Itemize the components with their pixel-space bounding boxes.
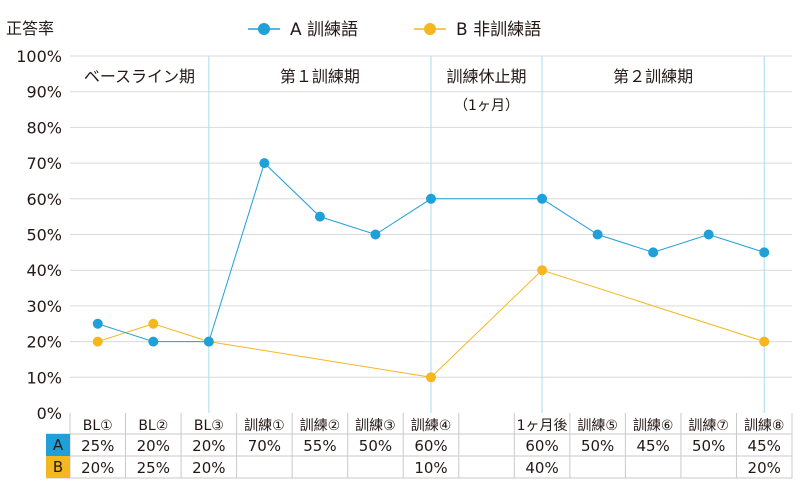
data-label-A: 50% [581, 437, 614, 455]
data-label-B: 20% [81, 459, 114, 477]
data-point-A [537, 193, 548, 204]
x-tick-label: BL③ [194, 418, 224, 434]
x-tick-label: 訓練① [244, 418, 285, 434]
data-point-A [759, 247, 770, 258]
y-tick-label: 20% [26, 333, 62, 352]
series-line-A [97, 162, 765, 343]
data-point-B [537, 265, 548, 276]
legend: A 訓練語 B 非訓練語 [248, 20, 541, 40]
data-point-A [314, 211, 325, 222]
y-tick-label: 100% [16, 47, 62, 66]
data-label-A: 25% [81, 437, 114, 455]
data-point-A [426, 193, 436, 204]
row-header-swatch-A [46, 434, 70, 456]
data-label-A: 20% [137, 437, 170, 455]
data-point-A [203, 336, 214, 347]
data-point-A [259, 158, 270, 169]
data-point-A [92, 318, 103, 329]
row-header-label-B: B [53, 458, 63, 476]
row-header-label-A: A [53, 436, 64, 454]
data-point-A [648, 247, 659, 258]
y-tick-label: 90% [26, 83, 62, 102]
legend-label-B: B 非訓練語 [456, 20, 541, 40]
data-label-A: 45% [636, 437, 669, 455]
y-tick-label: 10% [26, 368, 62, 387]
y-tick-label: 50% [26, 226, 62, 245]
y-tick-label: 30% [26, 297, 62, 316]
data-label-B: 25% [137, 459, 170, 477]
data-point-A [703, 229, 714, 240]
y-tick-label: 0% [37, 404, 62, 423]
data-label-B: 20% [192, 459, 225, 477]
data-point-B [148, 318, 159, 329]
y-tick-label: 40% [26, 261, 62, 280]
data-point-B [759, 336, 770, 347]
row-header-swatch-B [46, 456, 70, 478]
phase-label: 第２訓練期 [613, 67, 693, 86]
x-tick-label: BL① [83, 418, 113, 434]
y-tick-label: 60% [26, 190, 62, 209]
x-tick-label: 訓練⑦ [688, 418, 729, 434]
x-tick-label: 訓練⑤ [577, 418, 618, 434]
data-point-B [426, 372, 436, 383]
legend-marker-A [258, 23, 270, 35]
x-tick-label: 訓練③ [355, 418, 396, 434]
phase-labels: ベースライン期 第１訓練期 訓練休止期 （1ヶ月） 第２訓練期 [84, 67, 693, 114]
data-label-A: 60% [525, 437, 558, 455]
data-point-A [370, 229, 381, 240]
series [92, 158, 770, 383]
data-label-A: 50% [359, 437, 392, 455]
data-label-A: 50% [692, 437, 725, 455]
phase-sublabel: （1ヶ月） [454, 98, 519, 114]
data-label-B: 10% [414, 459, 447, 477]
x-tick-label: BL② [138, 418, 168, 434]
y-tick-label: 70% [26, 154, 62, 173]
data-label-A: 55% [303, 437, 336, 455]
data-point-A [592, 229, 603, 240]
phase-dividers [208, 56, 765, 413]
x-tick-label: 訓練⑥ [633, 418, 674, 434]
x-tick-label: 訓練⑧ [744, 418, 785, 434]
x-tick-label: 訓練④ [411, 418, 452, 434]
x-tick-label: 訓練② [300, 418, 341, 434]
phase-label: 第１訓練期 [280, 67, 360, 86]
legend-label-A: A 訓練語 [290, 20, 358, 40]
phase-label: 訓練休止期 [447, 67, 527, 86]
x-tick-label: 1ヶ月後 [517, 418, 568, 434]
data-point-B [92, 336, 103, 347]
phase-label: ベースライン期 [84, 67, 195, 86]
data-label-A: 45% [748, 437, 781, 455]
y-tick-label: 80% [26, 118, 62, 137]
y-axis: 0% 10% 20% 30% 40% 50% 60% 70% 80% 90% 100% [16, 47, 62, 423]
series-line-B [97, 269, 765, 378]
data-label-A: 70% [248, 437, 281, 455]
data-label-A: 20% [192, 437, 225, 455]
data-point-A [148, 336, 159, 347]
data-label-B: 40% [525, 459, 558, 477]
data-label-B: 20% [748, 459, 781, 477]
y-axis-label: 正答率 [6, 19, 54, 38]
legend-marker-B [424, 23, 436, 35]
data-label-A: 60% [414, 437, 447, 455]
data-table: AB BL① BL② BL③ 訓練① 訓練② 訓練③ 訓練④ 1ヶ月後 訓練⑤ 訓練⑥ 訓練⑦ 訓練⑧ 2… [46, 413, 793, 479]
